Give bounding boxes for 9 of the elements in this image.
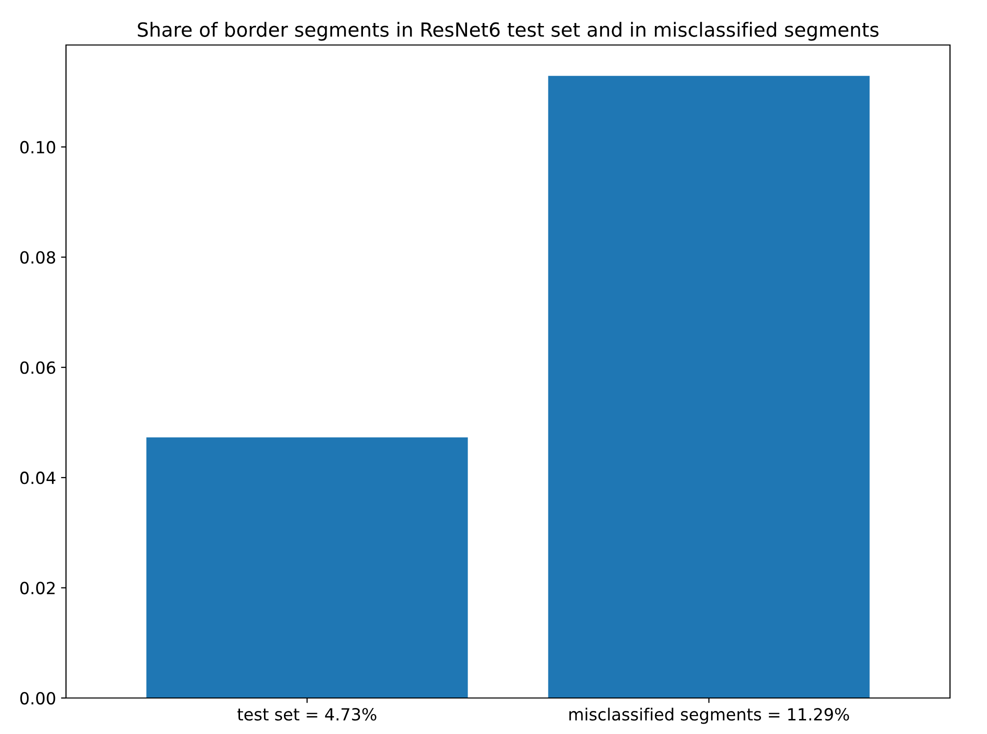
x-tick-label: test set = 4.73% (237, 708, 376, 721)
y-tick-label: 0.06 (20, 361, 56, 374)
y-tick-label: 0.00 (20, 692, 56, 705)
y-tick-label: 0.04 (20, 472, 56, 484)
y-tick-label: 0.08 (20, 251, 56, 264)
y-tick-label: 0.02 (20, 582, 55, 594)
x-tick-label: misclassified segments = 11.29% (569, 708, 850, 724)
y-tick-label: 0.10 (20, 140, 56, 154)
chart-title: Share of border segments in ResNet6 test set and in misclassified segments (138, 22, 878, 41)
